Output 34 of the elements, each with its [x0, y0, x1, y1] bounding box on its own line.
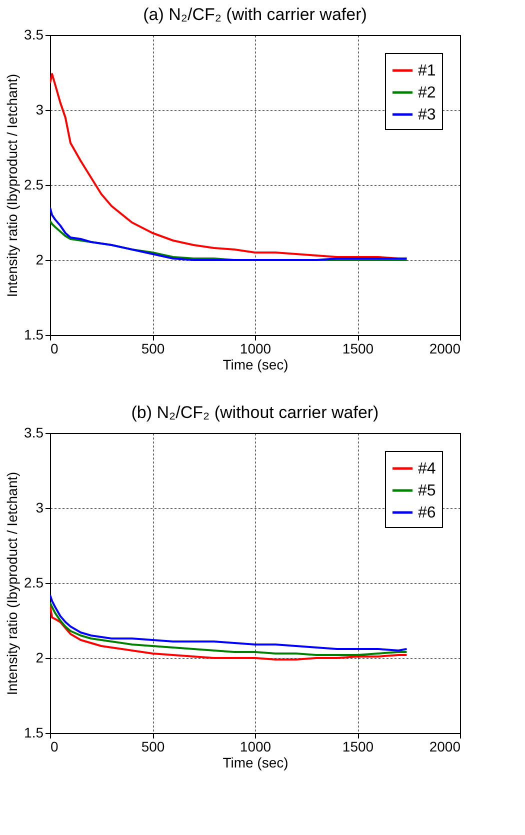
legend-label: #5 — [418, 482, 436, 500]
x-tick-label: 500 — [141, 340, 165, 356]
x-tick-label: 1500 — [342, 738, 374, 754]
y-tick-label: 2.5 — [24, 176, 44, 192]
x-tick-label: 0 — [50, 738, 58, 754]
y-tick-label: 2.5 — [24, 574, 44, 590]
line-series — [50, 594, 408, 652]
chart-title: (a) N₂/CF₂ (with carrier wafer) — [143, 5, 367, 24]
legend-label: #3 — [418, 106, 436, 124]
x-tick-label: 1500 — [342, 340, 374, 356]
x-axis-title: Time (sec) — [222, 754, 288, 770]
y-tick-label: 2 — [36, 252, 44, 268]
legend-label: #1 — [418, 62, 436, 80]
legend-label: #4 — [418, 460, 436, 478]
legend-label: #6 — [418, 504, 436, 522]
x-tick-label: 0 — [50, 340, 58, 356]
line-series — [50, 206, 408, 261]
y-tick-label: 3 — [36, 500, 44, 516]
y-axis-title: Intensity ratio (Ibyproduct / Ietchant) — [4, 74, 20, 298]
legend-label: #2 — [418, 84, 436, 102]
x-tick-label: 1000 — [240, 340, 272, 356]
y-tick-label: 1.5 — [24, 326, 44, 342]
x-axis-title: Time (sec) — [222, 356, 288, 372]
x-tick-label: 500 — [141, 738, 165, 754]
y-tick-label: 3 — [36, 102, 44, 118]
x-tick-label: 2000 — [429, 340, 461, 356]
x-tick-label: 2000 — [429, 738, 461, 754]
x-tick-label: 1000 — [240, 738, 272, 754]
chart-title: (b) N₂/CF₂ (without carrier wafer) — [131, 403, 379, 422]
y-tick-label: 2 — [36, 650, 44, 666]
y-axis-title: Intensity ratio (Ibyproduct / Ietchant) — [4, 472, 20, 696]
y-tick-label: 3.5 — [24, 424, 44, 440]
y-tick-label: 3.5 — [24, 26, 44, 42]
y-tick-label: 1.5 — [24, 724, 44, 740]
